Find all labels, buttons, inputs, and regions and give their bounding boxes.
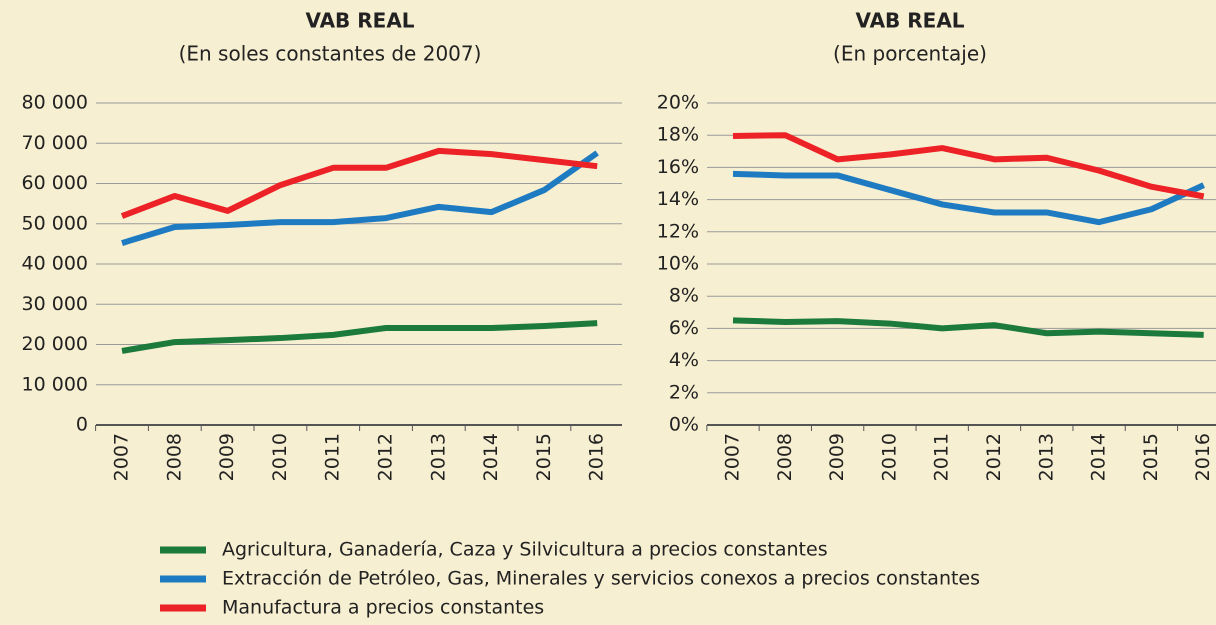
x-tick-label: 2015 [1140,433,1162,481]
y-tick-label: 12% [657,220,699,242]
x-tick-label: 2009 [826,433,848,481]
x-tick-label: 2012 [983,433,1005,481]
x-tick-label: 2013 [1035,433,1057,481]
y-tick-label: 60 000 [22,172,88,194]
x-tick-label: 2013 [427,433,449,481]
y-tick-label: 20% [657,92,699,114]
x-tick-label: 2007 [111,433,133,481]
x-tick-label: 2011 [322,433,344,481]
y-tick-label: 20 000 [22,333,88,355]
x-tick-label: 2016 [1192,433,1214,481]
legend-label: Extracción de Petróleo, Gas, Minerales y… [222,568,980,590]
y-tick-label: 0% [669,414,699,436]
x-tick-label: 2008 [163,433,185,481]
chart-subtitle: (En porcentaje) [833,42,987,66]
y-tick-label: 0 [76,414,88,436]
x-tick-label: 2010 [878,433,900,481]
x-tick-label: 2007 [722,433,744,481]
x-tick-label: 2015 [533,433,555,481]
y-tick-label: 80 000 [22,92,88,114]
x-tick-label: 2011 [931,433,953,481]
series-line [732,317,1204,338]
series-line [732,132,1205,200]
series-line [120,147,598,219]
y-tick-label: 2% [669,381,699,403]
y-tick-label: 4% [669,349,699,371]
chart-title: VAB REAL [855,9,964,33]
x-tick-label: 2014 [1088,433,1110,481]
chart-subtitle: (En soles constantes de 2007) [179,42,482,66]
x-tick-label: 2014 [480,433,502,481]
series-line [121,150,599,246]
y-tick-label: 10 000 [22,373,88,395]
x-tick-label: 2012 [375,433,397,481]
y-tick-label: 30 000 [22,293,88,315]
y-tick-label: 8% [669,285,699,307]
chart-title: VAB REAL [305,9,414,33]
x-tick-label: 2016 [586,433,608,481]
x-tick-label: 2010 [269,433,291,481]
y-tick-label: 70 000 [22,132,88,154]
legend-label: Agricultura, Ganadería, Caza y Silvicult… [222,539,828,561]
y-tick-label: 50 000 [22,212,88,234]
series-line [121,320,598,354]
y-tick-label: 18% [657,124,699,146]
y-tick-label: 40 000 [22,253,88,275]
x-tick-label: 2009 [216,433,238,481]
series-line [732,170,1205,226]
y-tick-label: 10% [657,253,699,275]
y-tick-label: 16% [657,156,699,178]
x-tick-label: 2008 [774,433,796,481]
y-tick-label: 14% [657,188,699,210]
legend-label: Manufactura a precios constantes [222,597,544,619]
y-tick-label: 6% [669,317,699,339]
